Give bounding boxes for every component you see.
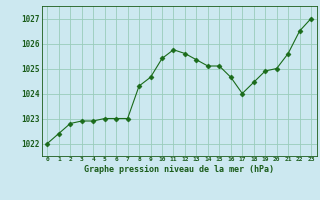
X-axis label: Graphe pression niveau de la mer (hPa): Graphe pression niveau de la mer (hPa)	[84, 165, 274, 174]
